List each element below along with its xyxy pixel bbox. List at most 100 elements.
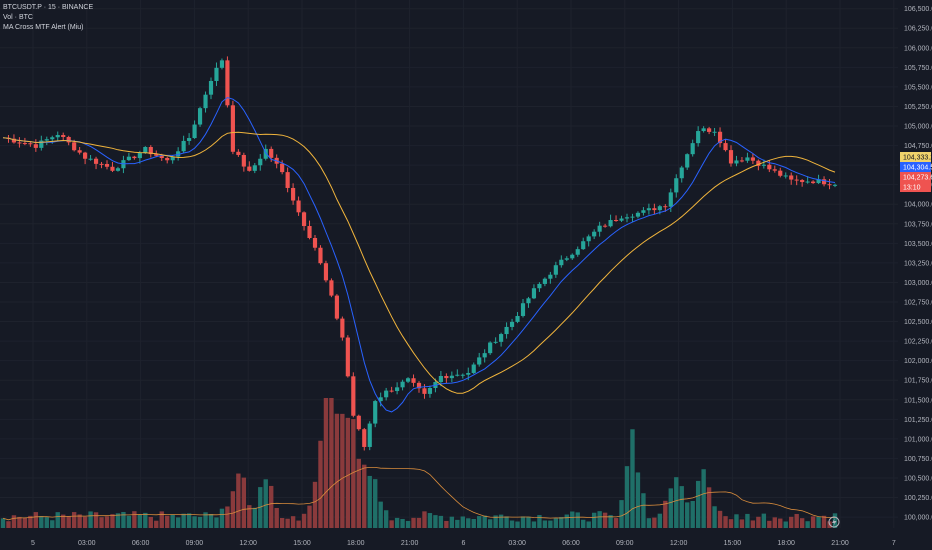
candle-body	[570, 254, 575, 259]
candle-body	[750, 157, 755, 161]
volume-bar	[515, 521, 520, 528]
candle-body	[83, 152, 88, 159]
time-tick-label: 03:00	[78, 540, 96, 547]
volume-bar	[28, 515, 33, 528]
volume-bar	[816, 516, 821, 528]
volume-bar	[219, 508, 225, 528]
volume-bar	[767, 520, 772, 528]
candle-body	[17, 142, 22, 144]
volume-bar	[630, 429, 635, 528]
chart-legend: BTCUSDT.P · 15 · BINANCE Vol · BTC MA Cr…	[3, 3, 93, 33]
price-tick-label: 103,000.0	[904, 280, 932, 287]
candle-body	[88, 158, 93, 160]
candle-body	[438, 376, 443, 383]
price-tick-label: 105,750.0	[904, 65, 932, 72]
volume-bar	[312, 481, 318, 528]
price-tick-label: 104,750.0	[904, 143, 932, 150]
candle-body	[767, 164, 772, 170]
candle-body	[378, 397, 383, 402]
candle-body	[291, 187, 296, 201]
volume-bar	[115, 513, 121, 528]
lightning-icon[interactable]	[828, 516, 840, 528]
volume-bar	[444, 520, 449, 528]
volume-bar	[334, 413, 340, 528]
candle-body	[482, 353, 487, 358]
candle-body	[707, 128, 712, 132]
price-tick-label: 105,250.0	[904, 104, 932, 111]
volume-bar	[0, 518, 6, 528]
candle-body	[827, 184, 832, 186]
volume-bar	[668, 488, 673, 528]
volume-bar	[77, 514, 82, 528]
volume-bar	[750, 520, 756, 528]
time-axis[interactable]: 5 03:00 06:00 09:00 12:00 15:00 18:00 21:00 6 03:…	[31, 540, 896, 547]
volume-bar	[498, 514, 504, 528]
candle-body	[318, 247, 323, 264]
price-tick-label: 100,000.0	[904, 515, 932, 522]
volume-bar	[383, 510, 389, 528]
price-tag-box	[900, 172, 931, 182]
candlesticks	[6, 56, 838, 451]
candle-body	[427, 387, 433, 394]
candle-body	[619, 218, 624, 221]
ma-indicator-label[interactable]: MA Cross MTF Alert (Miu)	[3, 24, 84, 31]
candle-body	[296, 200, 301, 213]
volume-bar	[597, 511, 602, 528]
symbol-title[interactable]: BTCUSDT.P · 15 · BINANCE	[3, 4, 94, 11]
time-tick-label: 12:00	[670, 540, 688, 547]
volume-bar	[186, 513, 192, 528]
candle-body	[657, 206, 662, 211]
volume-bar	[652, 517, 657, 528]
volume-bar	[482, 515, 487, 528]
time-tick-label: 6	[461, 540, 465, 547]
volume-bar	[504, 516, 509, 528]
volume-bar	[165, 515, 170, 528]
candle-body	[258, 158, 263, 166]
candle-body	[520, 303, 526, 316]
candle-body	[542, 278, 547, 284]
candle-body	[537, 283, 542, 289]
volume-bar	[99, 517, 104, 528]
time-tick-label: 18:00	[777, 540, 795, 547]
time-tick-label: 18:00	[347, 540, 365, 547]
volume-bar	[389, 520, 394, 528]
candle-body	[515, 315, 520, 322]
candle-body	[761, 164, 766, 166]
time-tick-label: 21:00	[831, 540, 849, 547]
volume-bar	[373, 479, 378, 528]
volume-bar	[241, 477, 247, 528]
volume-bar	[154, 520, 159, 528]
candle-body	[603, 225, 608, 227]
candle-body	[624, 217, 630, 219]
candle-body	[460, 374, 465, 376]
volume-bar	[646, 518, 652, 528]
volume-bar	[279, 518, 285, 528]
volume-bar	[466, 518, 471, 528]
volume-bar	[225, 506, 230, 528]
volume-bar	[477, 516, 482, 528]
candle-body	[553, 265, 558, 275]
time-tick-label: 21:00	[401, 540, 419, 547]
candle-body	[783, 175, 788, 177]
candle-body	[778, 170, 783, 176]
candle-body	[800, 180, 805, 183]
candle-body	[668, 192, 673, 207]
moving-averages	[2, 96, 836, 413]
candle-body	[170, 156, 175, 161]
volume-bar	[301, 513, 307, 528]
candle-body	[181, 140, 186, 152]
price-tick-label: 106,000.0	[904, 45, 932, 52]
candle-body	[126, 156, 131, 161]
candle-body	[772, 169, 777, 171]
candle-body	[93, 158, 99, 164]
candle-body	[99, 163, 104, 165]
volume-bar	[438, 515, 444, 528]
candle-body	[33, 144, 38, 148]
price-tick-label: 102,750.0	[904, 299, 932, 306]
lightning-icon-ring	[828, 516, 840, 528]
volume-indicator-label[interactable]: Vol · BTC	[3, 14, 33, 21]
candle-body	[471, 364, 476, 373]
volume-bar	[690, 500, 695, 528]
price-axis[interactable]: 106,500.0 106,250.0 106,000.0 105,750.0 105,…	[904, 6, 932, 521]
